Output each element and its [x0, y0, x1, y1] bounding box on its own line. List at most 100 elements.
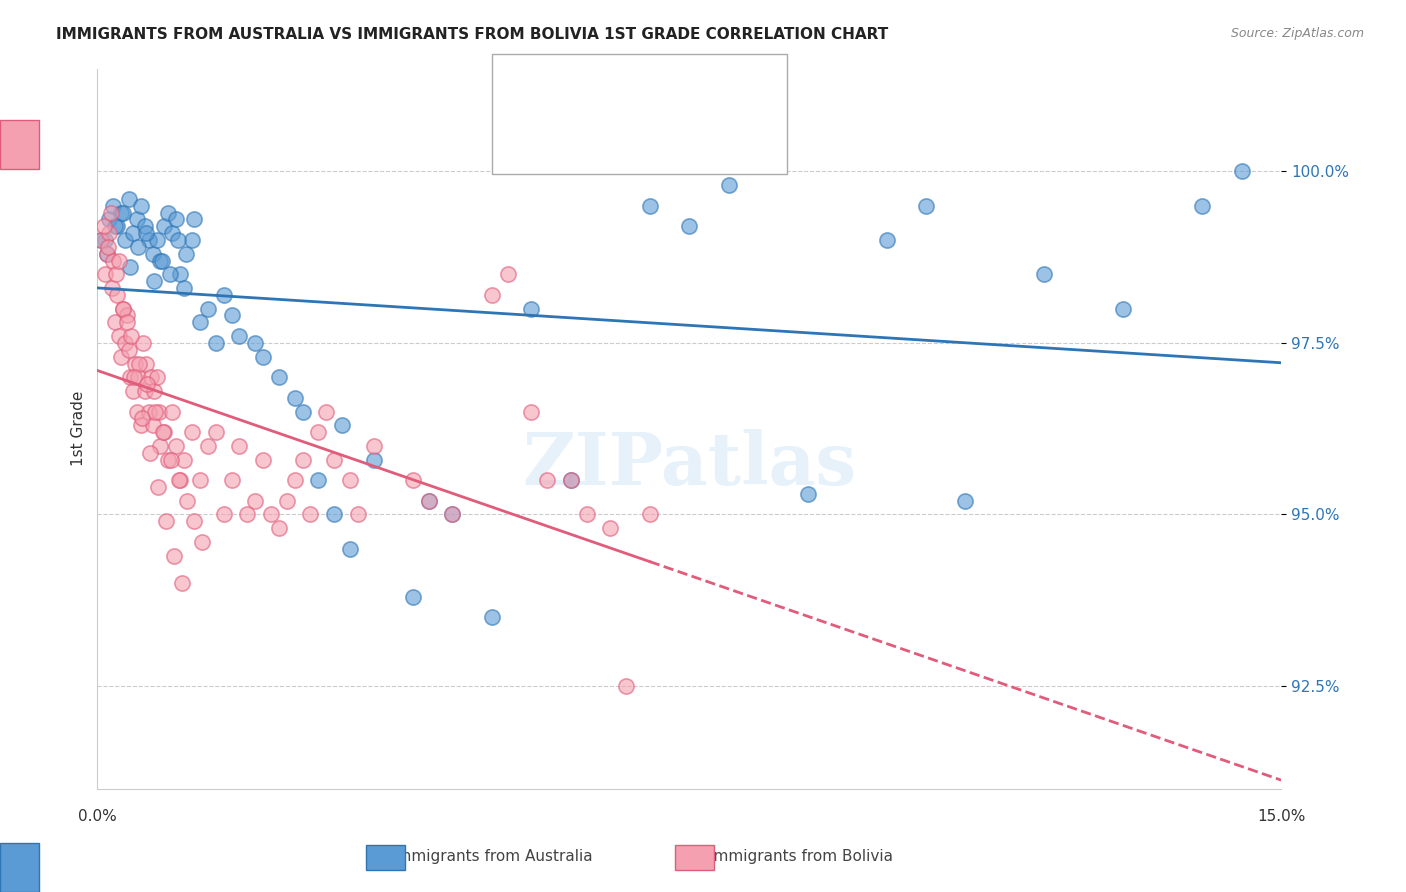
Point: [97, 240, 120, 254]
Point: [138, 404, 160, 418]
Point: [191, 534, 214, 549]
Point: [129, 418, 152, 433]
Point: [153, 219, 176, 234]
Point: [252, 452, 274, 467]
Point: [105, 219, 128, 234]
Point: [441, 508, 464, 522]
Point: [101, 253, 124, 268]
Point: [139, 370, 162, 384]
Point: [135, 226, 157, 240]
Point: [876, 233, 898, 247]
Point: [100, 205, 122, 219]
Point: [117, 309, 139, 323]
Point: [796, 487, 818, 501]
Point: [299, 508, 322, 522]
Point: [276, 493, 298, 508]
Point: [114, 335, 136, 350]
Point: [94, 233, 117, 247]
Point: [212, 508, 235, 522]
Point: [307, 473, 329, 487]
Point: [174, 246, 197, 260]
Point: [159, 452, 181, 467]
Point: [145, 370, 167, 384]
Point: [481, 288, 503, 302]
Point: [363, 439, 385, 453]
Point: [165, 212, 187, 227]
Point: [560, 473, 582, 487]
Point: [402, 473, 425, 487]
Point: [118, 343, 141, 357]
Point: [323, 452, 346, 467]
Point: [131, 411, 153, 425]
Point: [363, 452, 385, 467]
Point: [112, 301, 135, 316]
Point: [183, 212, 205, 227]
Point: [143, 404, 166, 418]
Text: Immigrants from Bolivia: Immigrants from Bolivia: [710, 849, 893, 863]
Point: [323, 508, 346, 522]
Point: [98, 226, 121, 240]
Point: [173, 452, 195, 467]
Point: [111, 205, 134, 219]
Point: [143, 384, 166, 398]
Point: [111, 301, 134, 316]
Point: [575, 508, 598, 522]
Point: [145, 233, 167, 247]
Point: [152, 425, 174, 439]
Point: [121, 226, 143, 240]
Point: [1191, 199, 1213, 213]
Point: [104, 268, 127, 282]
Text: ZIPatlas: ZIPatlas: [522, 429, 856, 500]
Point: [243, 493, 266, 508]
Point: [114, 233, 136, 247]
Point: [132, 335, 155, 350]
Point: [136, 377, 159, 392]
Point: [197, 301, 219, 316]
Text: IMMIGRANTS FROM AUSTRALIA VS IMMIGRANTS FROM BOLIVIA 1ST GRADE CORRELATION CHART: IMMIGRANTS FROM AUSTRALIA VS IMMIGRANTS …: [56, 27, 889, 42]
Point: [481, 610, 503, 624]
Point: [98, 212, 121, 227]
Point: [127, 370, 149, 384]
Point: [118, 192, 141, 206]
Point: [212, 288, 235, 302]
Point: [120, 260, 142, 275]
Point: [678, 219, 700, 234]
Point: [204, 425, 226, 439]
Point: [150, 253, 173, 268]
Point: [149, 253, 172, 268]
Point: [181, 425, 204, 439]
Point: [496, 268, 519, 282]
Point: [402, 590, 425, 604]
Point: [169, 473, 191, 487]
Point: [134, 384, 156, 398]
Point: [155, 514, 177, 528]
Point: [520, 404, 543, 418]
Point: [520, 301, 543, 316]
Point: [110, 350, 132, 364]
Point: [96, 246, 118, 260]
Point: [173, 281, 195, 295]
Point: [284, 391, 307, 405]
Point: [149, 439, 172, 453]
Point: [346, 508, 368, 522]
Y-axis label: 1st Grade: 1st Grade: [72, 391, 86, 467]
Point: [94, 268, 117, 282]
Point: [307, 425, 329, 439]
Point: [96, 246, 118, 260]
Point: [135, 357, 157, 371]
Point: [252, 350, 274, 364]
Point: [267, 521, 290, 535]
Point: [599, 521, 621, 535]
Point: [170, 576, 193, 591]
Point: [228, 439, 250, 453]
Point: [124, 357, 146, 371]
Point: [614, 679, 637, 693]
Point: [330, 418, 353, 433]
Point: [181, 233, 204, 247]
Point: [339, 473, 361, 487]
Point: [157, 452, 180, 467]
Point: [204, 335, 226, 350]
Point: [955, 493, 977, 508]
Point: [105, 288, 128, 302]
Point: [166, 233, 188, 247]
